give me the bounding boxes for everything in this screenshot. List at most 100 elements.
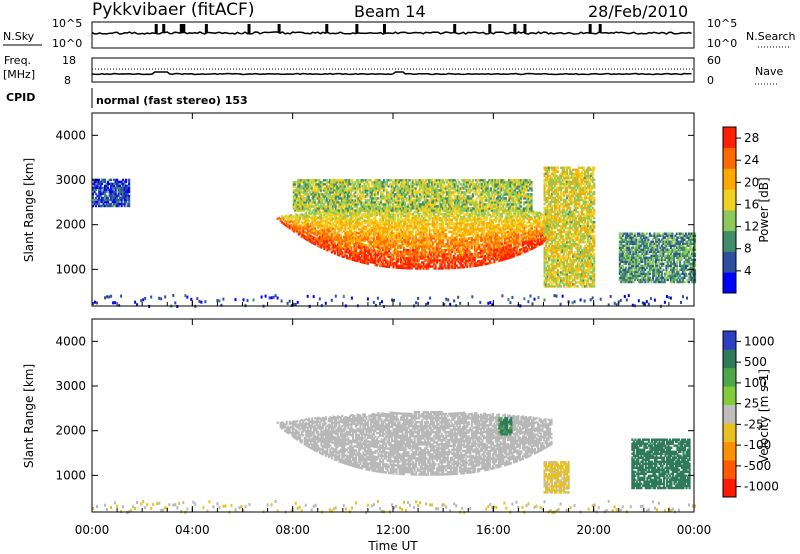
heatmap-cell — [410, 222, 413, 226]
heatmap-cell — [424, 251, 427, 254]
heatmap-cell — [294, 227, 297, 230]
heatmap-cell — [476, 232, 479, 235]
heatmap-cell — [297, 187, 300, 190]
heatmap-cell — [377, 230, 380, 233]
heatmap-cell — [307, 201, 310, 204]
heatmap-cell — [527, 230, 530, 234]
heatmap-cell — [295, 205, 298, 208]
heatmap-cell — [488, 231, 491, 235]
heatmap-cell — [348, 227, 351, 230]
heatmap-cell — [422, 235, 425, 238]
heatmap-cell — [292, 201, 295, 204]
heatmap-cell — [318, 215, 321, 218]
heatmap-cell — [494, 240, 497, 243]
heatmap-cell — [535, 241, 538, 244]
heatmap-cell — [306, 181, 309, 184]
heatmap-cell — [453, 185, 456, 188]
heatmap-cell — [368, 234, 371, 237]
heatmap-cell — [338, 252, 341, 255]
heatmap-cell — [353, 222, 356, 226]
heatmap-cell — [413, 259, 416, 262]
heatmap-cell — [295, 207, 298, 210]
heatmap-cell — [347, 219, 350, 222]
heatmap-cell — [336, 235, 339, 238]
heatmap-cell — [484, 262, 487, 266]
heatmap-cell — [357, 218, 360, 221]
heatmap-cell — [406, 238, 409, 242]
heatmap-cell — [425, 211, 428, 214]
heatmap-cell — [374, 245, 377, 249]
heatmap-cell — [357, 220, 360, 223]
heatmap-cell — [348, 219, 351, 222]
heatmap-cell — [427, 239, 430, 242]
heatmap-cell — [369, 228, 372, 232]
heatmap-cell — [375, 225, 378, 229]
heatmap-cell — [383, 212, 386, 216]
heatmap-cell — [478, 259, 481, 263]
heatmap-cell — [503, 241, 506, 245]
heatmap-cell — [409, 253, 412, 256]
heatmap-cell — [353, 236, 356, 240]
heatmap-cell — [407, 216, 410, 220]
heatmap-cell — [508, 240, 511, 243]
heatmap-cell — [382, 234, 385, 238]
heatmap-cell — [299, 226, 302, 229]
heatmap-cell — [505, 217, 508, 220]
heatmap-cell — [535, 223, 538, 226]
heatmap-cell — [490, 223, 493, 226]
heatmap-cell — [360, 234, 363, 238]
heatmap-cell — [478, 263, 481, 267]
heatmap-cell — [529, 248, 532, 251]
heatmap-cell — [382, 236, 385, 240]
heatmap-cell — [403, 240, 406, 244]
heatmap-cell — [518, 216, 521, 219]
nsky-panel — [91, 21, 695, 49]
heatmap-cell — [386, 213, 389, 216]
heatmap-cell — [532, 212, 535, 215]
heatmap-cell — [493, 250, 496, 254]
heatmap-cell — [388, 233, 391, 236]
heatmap-cell — [491, 243, 494, 246]
heatmap-cell — [356, 223, 359, 227]
heatmap-cell — [403, 254, 406, 258]
heatmap-cell — [443, 214, 446, 218]
heatmap-cell — [360, 236, 363, 240]
heatmap-cell — [537, 236, 540, 239]
heatmap-cell — [386, 215, 389, 218]
heatmap-cell — [410, 241, 413, 244]
heatmap-cell — [333, 246, 336, 249]
heatmap-cell — [317, 236, 320, 240]
heatmap-cell — [468, 185, 471, 188]
heatmap-cell — [482, 216, 485, 220]
heatmap-cell — [527, 236, 530, 240]
heatmap-cell — [362, 231, 365, 234]
heatmap-cell — [306, 185, 309, 188]
heatmap-cell — [351, 238, 354, 241]
heatmap-cell — [428, 237, 431, 240]
heatmap-cell — [380, 242, 383, 245]
heatmap-cell — [341, 217, 344, 220]
heatmap-cell — [330, 229, 333, 232]
heatmap-cell — [415, 259, 418, 262]
heatmap-cell — [368, 260, 371, 263]
heatmap-cell — [446, 236, 449, 240]
heatmap-cell — [427, 257, 430, 260]
heatmap-cell — [369, 246, 372, 250]
heatmap-cell — [282, 218, 285, 221]
heatmap-cell — [518, 218, 521, 221]
heatmap-cell — [467, 255, 470, 258]
heatmap-cell — [481, 243, 484, 246]
heatmap-cell — [359, 222, 362, 225]
heatmap-cell — [301, 199, 304, 202]
heatmap-cell — [314, 243, 317, 246]
heatmap-cell — [389, 263, 392, 267]
heatmap-cell — [372, 249, 375, 252]
heatmap-cell — [446, 267, 449, 270]
heatmap-cell — [395, 234, 398, 237]
heatmap-cell — [303, 189, 306, 192]
heatmap-cell — [434, 215, 437, 218]
heatmap-cell — [379, 218, 382, 221]
heatmap-cell — [419, 257, 422, 260]
heatmap-cell — [312, 209, 315, 212]
heatmap-cell — [388, 247, 391, 250]
